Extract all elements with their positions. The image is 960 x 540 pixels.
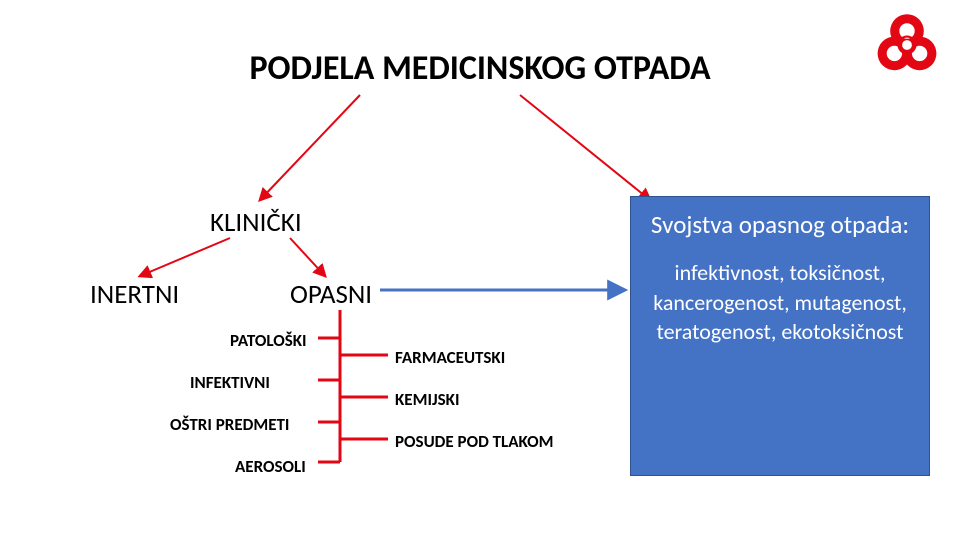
info-box: Svojstva opasnog otpada: infektivnost, t…	[630, 196, 930, 476]
opasni-left-item: PATOLOŠKI	[230, 330, 307, 351]
node-klinicki: KLINIČKI	[210, 206, 302, 239]
node-inertni: INERTNI	[90, 278, 179, 311]
opasni-right-item: POSUDE POD TLAKOM	[395, 431, 553, 452]
page-title: PODJELA MEDICINSKOG OTPADA	[0, 48, 960, 89]
opasni-left-item: INFEKTIVNI	[190, 372, 270, 393]
opasni-left-item: AEROSOLI	[235, 456, 306, 477]
opasni-right-item: FARMACEUTSKI	[395, 347, 505, 368]
biohazard-icon	[872, 10, 942, 80]
info-box-body: infektivnost, toksičnost, kancerogenost,…	[641, 258, 919, 347]
node-opasni: OPASNI	[290, 278, 372, 311]
opasni-left-item: OŠTRI PREDMETI	[170, 414, 289, 435]
opasni-right-item: KEMIJSKI	[395, 389, 459, 410]
info-box-title: Svojstva opasnog otpada:	[641, 209, 919, 240]
